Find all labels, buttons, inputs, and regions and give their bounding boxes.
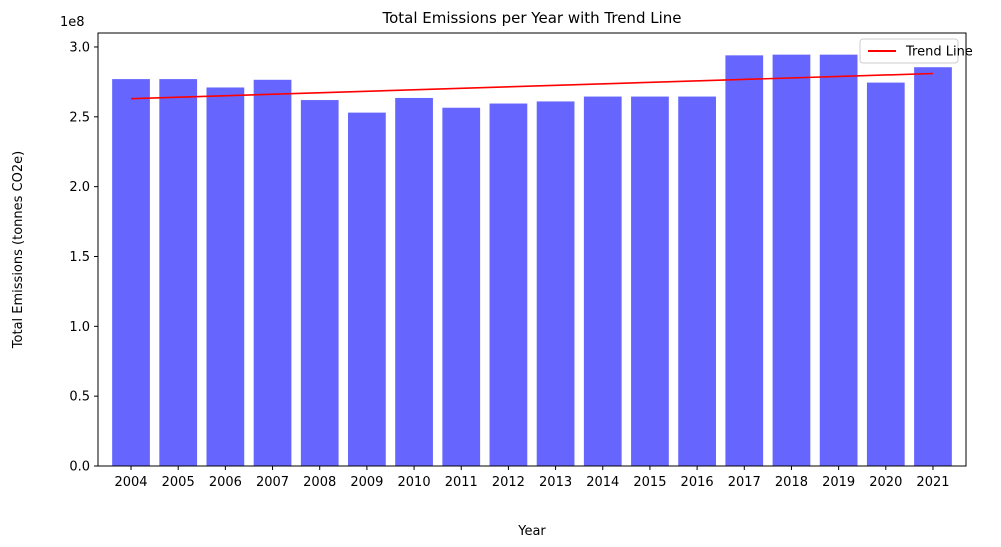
- bar-2007: [253, 79, 292, 466]
- bar-2018: [772, 54, 811, 467]
- trend-line-group: [130, 72, 934, 100]
- x-tick-label: 2006: [209, 475, 242, 490]
- y-tick-label: 0.5: [69, 390, 90, 405]
- bar-2006: [206, 87, 245, 466]
- bar-2013: [536, 101, 575, 466]
- y-tick-label: 1.5: [69, 250, 90, 265]
- y-axis-offset-label: 1e8: [60, 15, 85, 30]
- x-tick-label: 2012: [492, 475, 525, 490]
- x-tick-label: 2019: [822, 475, 855, 490]
- x-tick-label: 2016: [681, 475, 714, 490]
- chart-title: Total Emissions per Year with Trend Line: [381, 9, 681, 27]
- bar-2017: [725, 55, 764, 466]
- x-tick-label: 2011: [445, 475, 478, 490]
- bar-2009: [348, 112, 386, 467]
- x-tick-label: 2017: [728, 475, 761, 490]
- bar-2012: [489, 103, 528, 466]
- legend: Trend Line: [859, 38, 973, 64]
- bar-2011: [442, 107, 481, 466]
- trend-line: [130, 72, 934, 100]
- x-tick-label: 2007: [256, 475, 289, 490]
- bar-2021: [914, 67, 952, 466]
- y-tick-label: 0.0: [69, 460, 90, 475]
- x-tick-label: 2009: [350, 475, 383, 490]
- bar-2020: [866, 82, 905, 466]
- y-tick-label: 2.0: [69, 180, 90, 195]
- x-tick-label: 2008: [303, 475, 336, 490]
- x-tick-label: 2004: [114, 475, 147, 490]
- bar-2014: [583, 96, 622, 467]
- y-tick-label: 1.0: [69, 320, 90, 335]
- x-tick-label: 2018: [775, 475, 808, 490]
- bar-2005: [159, 79, 198, 466]
- bar-2008: [300, 100, 339, 467]
- legend-box: [859, 38, 959, 64]
- y-axis-label: Total Emissions (tonnes CO2e): [11, 151, 26, 349]
- axes-group: 0.0 0.5 1.0 1.5 2.0 2.5 3.0 2004 2005 2006 2007 200…: [69, 32, 967, 490]
- bars-group: [112, 54, 952, 467]
- x-tick-label: 2014: [586, 475, 619, 490]
- x-tick-label: 2020: [869, 475, 902, 490]
- x-axis-label: Year: [517, 524, 546, 539]
- x-tick-label: 2015: [633, 475, 666, 490]
- x-tick-label: 2021: [916, 475, 949, 490]
- bar-2015: [631, 96, 669, 467]
- x-tick-label: 2005: [162, 475, 195, 490]
- bar-2016: [678, 96, 716, 467]
- x-tick-label: 2010: [398, 475, 431, 490]
- bar-2010: [395, 97, 433, 466]
- x-tick-label: 2013: [539, 475, 572, 490]
- plot-frame: [97, 32, 967, 467]
- bar-2019: [819, 54, 858, 467]
- y-tick-label: 2.5: [69, 110, 90, 125]
- y-tick-label: 3.0: [69, 40, 90, 55]
- bar-2004: [112, 79, 150, 466]
- legend-label-trend-line: Trend Line: [905, 45, 973, 60]
